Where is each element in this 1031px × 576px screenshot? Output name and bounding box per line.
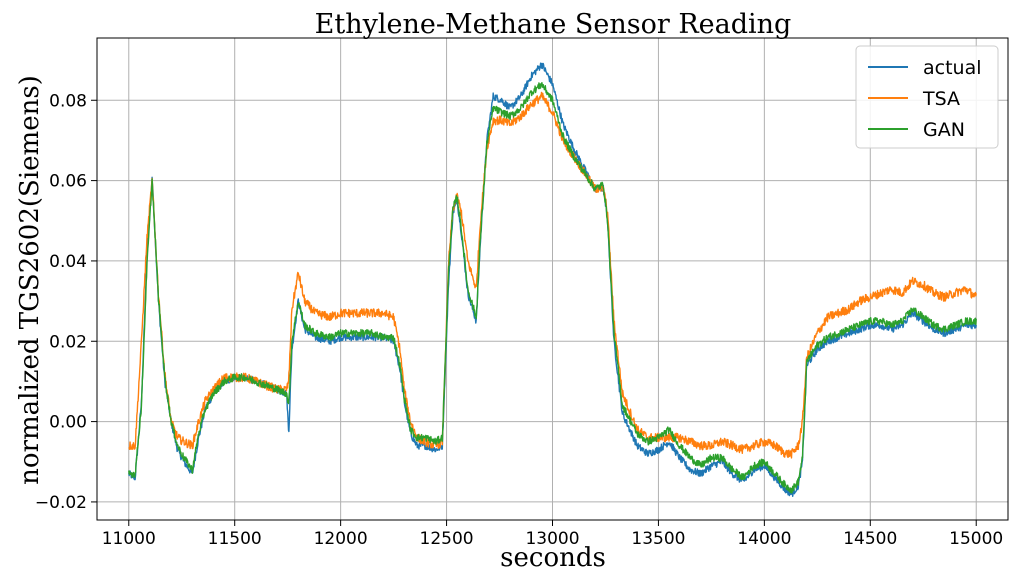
x-tick-label: 12500 (420, 529, 474, 549)
x-tick-label: 15000 (949, 529, 1003, 549)
legend-label-gan: GAN (923, 119, 965, 141)
y-tick-label: 0.04 (49, 252, 87, 272)
x-tick-label: 11000 (102, 529, 156, 549)
x-tick-label: 13500 (631, 529, 685, 549)
y-axis-label: normalized TGS2602(Siemens) (15, 75, 45, 485)
x-tick-label: 14500 (843, 529, 897, 549)
x-tick-label: 14000 (737, 529, 791, 549)
x-tick-label: 12000 (314, 529, 368, 549)
legend-label-tsa: TSA (922, 88, 960, 110)
axis-ticks: 11000 11500 12000 12500 13000 13500 14000 14500… (35, 91, 1003, 549)
y-tick-label: 0.02 (49, 332, 87, 352)
series-line-gan (128, 81, 977, 494)
legend-label-actual: actual (923, 57, 982, 79)
legend-box (855, 45, 999, 149)
x-axis-label: seconds (500, 543, 606, 573)
y-tick-label: 0.00 (49, 413, 87, 433)
chart-title: Ethylene-Methane Sensor Reading (315, 9, 792, 40)
series-lines (128, 62, 977, 497)
x-tick-label: 11500 (208, 529, 262, 549)
y-tick-label: 0.06 (49, 172, 87, 192)
y-tick-label: −0.02 (35, 493, 87, 513)
x-tick-label: 13000 (525, 529, 579, 549)
legend: actual TSA GAN (855, 45, 999, 149)
y-tick-label: 0.08 (49, 91, 87, 111)
